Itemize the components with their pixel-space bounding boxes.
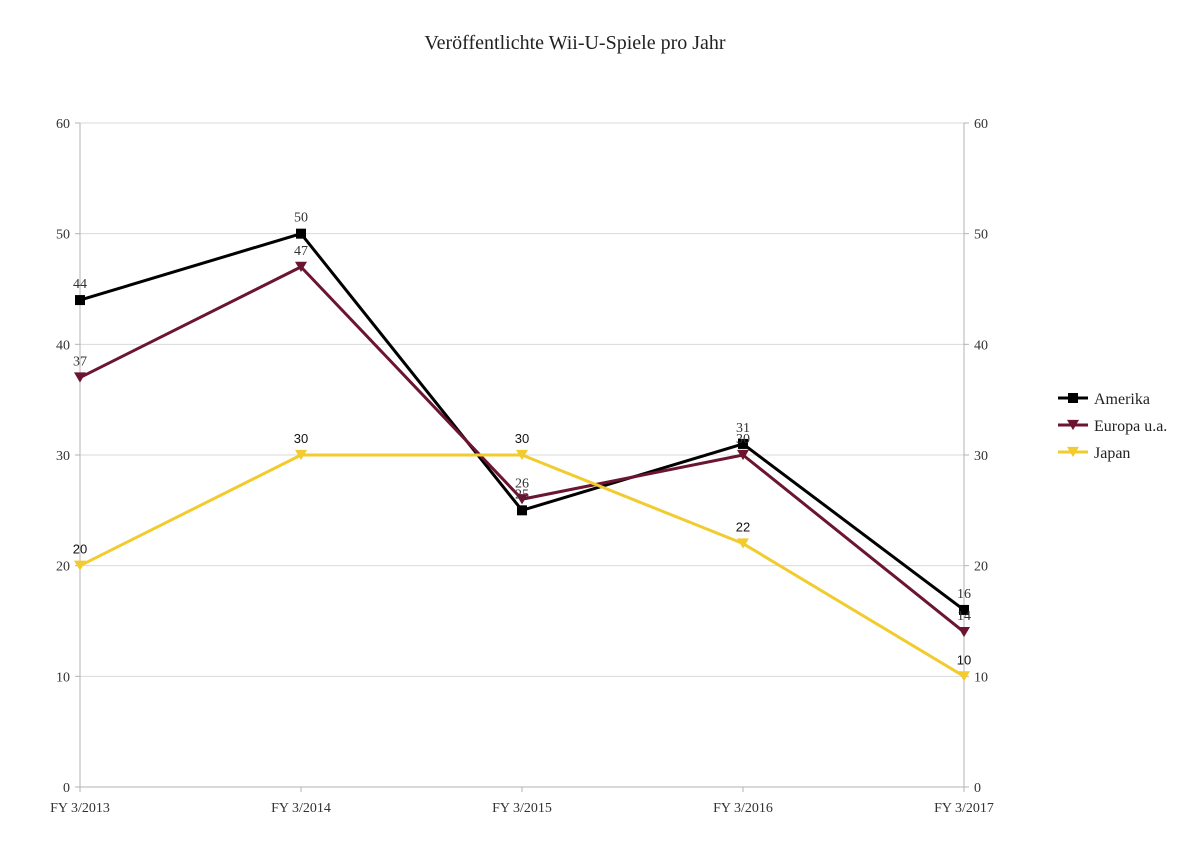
data-point-marker — [295, 261, 307, 272]
data-label: 10 — [957, 652, 971, 667]
data-label: 37 — [73, 355, 87, 370]
series-line-europa-u-a- — [78, 265, 966, 634]
data-point-marker — [959, 604, 969, 615]
data-labels: 44 50 25 31 16 37 47 26 30 14 20 30 30 22 10 — [73, 211, 971, 668]
data-label: 14 — [957, 609, 971, 624]
data-label: 31 — [736, 421, 750, 436]
data-point-marker — [74, 560, 86, 571]
x-tick-label: FY 3/2017 — [934, 801, 994, 816]
legend: Amerika Europa u.a. Japan — [1058, 391, 1167, 462]
x-tick-label: FY 3/2013 — [50, 801, 110, 816]
data-point-marker — [516, 449, 528, 461]
data-point-marker — [737, 449, 749, 461]
y-tick-label-left: 40 — [56, 338, 70, 353]
data-label: 44 — [73, 277, 87, 292]
data-label: 16 — [957, 587, 971, 602]
series-line-amerika — [78, 232, 966, 612]
y-tick-label-left: 50 — [56, 228, 70, 243]
x-tick-label: FY 3/2015 — [492, 801, 552, 816]
legend-label: Europa u.a. — [1094, 418, 1167, 435]
y-tick-label-right: 30 — [974, 449, 988, 464]
data-point-marker — [517, 505, 527, 516]
series-markers — [74, 228, 970, 682]
data-point-marker — [296, 228, 306, 239]
y-tick-label-right: 60 — [974, 117, 988, 132]
y-tick-label-right: 20 — [974, 560, 988, 575]
data-point-marker — [737, 538, 749, 549]
data-label: 26 — [515, 476, 529, 491]
data-point-marker — [74, 372, 86, 383]
y-tick-label-left: 0 — [63, 781, 70, 796]
y-tick-label-left: 60 — [56, 117, 70, 132]
chart-title: Veröffentlichte Wii-U-Spiele pro Jahr — [424, 32, 725, 54]
legend-label: Amerika — [1094, 391, 1150, 408]
data-label: 22 — [736, 520, 750, 535]
data-label: 30 — [294, 431, 308, 446]
data-point-marker — [516, 494, 528, 505]
data-point-marker — [738, 438, 748, 449]
y-tick-label-right: 0 — [974, 781, 981, 796]
x-tick-label: FY 3/2014 — [271, 801, 331, 816]
data-label: 47 — [294, 244, 308, 259]
data-point-marker — [295, 449, 307, 461]
data-label: 30 — [736, 432, 750, 447]
grid-lines — [80, 122, 964, 677]
x-tick-label: FY 3/2016 — [713, 801, 773, 816]
y-tick-label-left: 20 — [56, 560, 70, 575]
y-tick-label-left: 30 — [56, 449, 70, 464]
data-point-marker — [958, 671, 970, 682]
y-tick-label-right: 40 — [974, 338, 988, 353]
y-tick-label-right: 10 — [974, 670, 988, 685]
y-tick-label-right: 50 — [974, 228, 988, 243]
data-label: 25 — [515, 487, 529, 502]
data-label: 50 — [294, 211, 308, 226]
data-point-marker — [958, 626, 970, 638]
y-tick-label-left: 10 — [56, 670, 70, 685]
legend-marker — [1067, 419, 1079, 431]
data-label: 30 — [515, 431, 529, 446]
data-label: 20 — [73, 542, 87, 557]
legend-marker — [1067, 446, 1079, 458]
legend-label: Japan — [1094, 445, 1130, 462]
legend-marker — [1068, 393, 1078, 403]
data-point-marker — [75, 295, 85, 306]
